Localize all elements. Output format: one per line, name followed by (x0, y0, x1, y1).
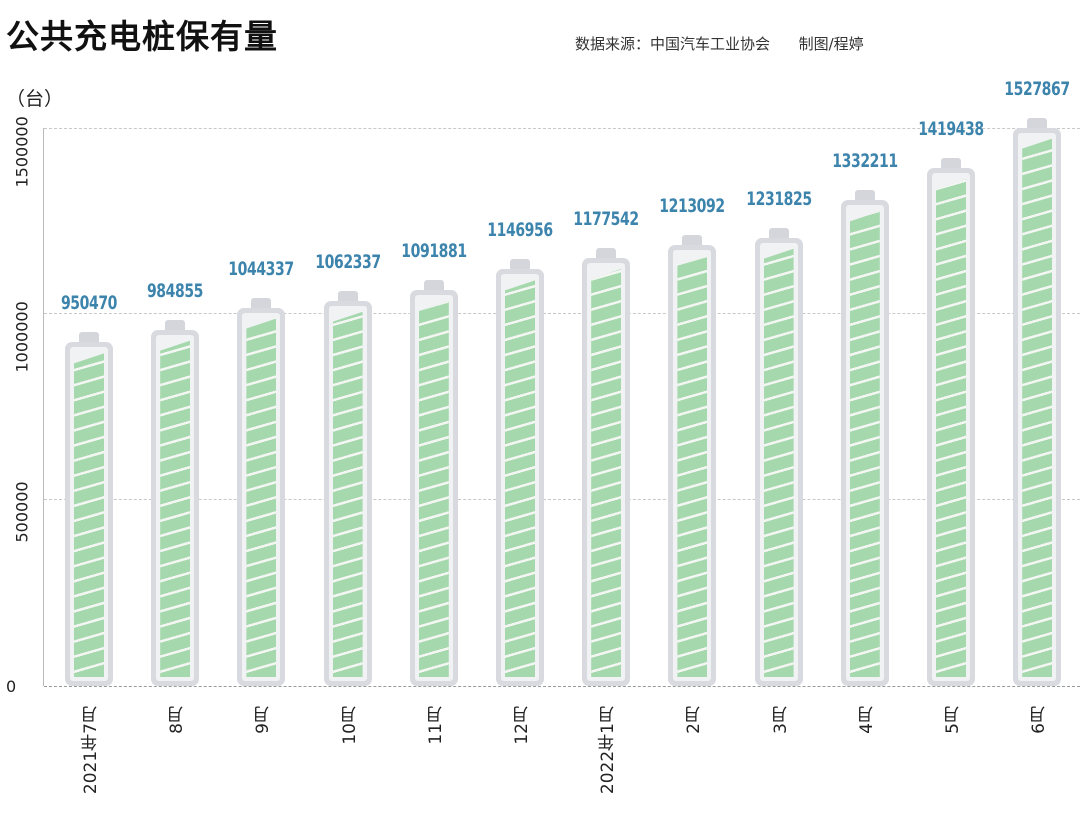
value-label: 1527867 (1004, 77, 1070, 100)
battery-body (1013, 127, 1062, 686)
x-axis-label: 10月 (339, 706, 360, 745)
x-axis-label: 3月 (770, 706, 791, 734)
battery-inner (845, 205, 884, 681)
x-axis-label: 11月 (425, 706, 446, 745)
value-label: 950470 (60, 292, 118, 315)
y-tick-500000: 500000 (12, 481, 32, 543)
value-label: 1091881 (401, 239, 467, 262)
y-axis-line (43, 128, 44, 686)
value-label: 1332211 (832, 150, 898, 173)
battery-charge-fill (332, 311, 363, 677)
battery-charge-fill (849, 211, 880, 677)
battery-charge-fill (1022, 138, 1053, 677)
battery-charge-fill (160, 340, 191, 677)
battery-bar (237, 297, 286, 686)
battery-body (496, 269, 544, 686)
battery-bar (151, 319, 200, 686)
x-axis-label: 8月 (167, 706, 188, 734)
battery-cap (1027, 117, 1048, 130)
x-axis-label: 6月 (1029, 706, 1050, 734)
battery-charge-fill (763, 248, 794, 677)
battery-charge-fill (677, 255, 708, 677)
x-axis-label: 5月 (943, 706, 963, 734)
battery-body (668, 244, 717, 686)
data-source-credit: 数据来源：中国汽车工业协会 制图/程婷 (575, 35, 864, 53)
battery-bar (1013, 117, 1062, 686)
value-label: 1062337 (314, 250, 381, 273)
battery-cap (79, 332, 99, 345)
battery-inner (501, 274, 539, 681)
battery-body (927, 167, 975, 686)
x-axis-baseline (44, 686, 1080, 687)
gridline-1000000 (44, 313, 1080, 314)
battery-inner (70, 347, 108, 681)
battery-charge-fill (505, 280, 535, 677)
battery-body (65, 342, 113, 686)
x-axis-label: 4月 (856, 706, 877, 734)
battery-cap (941, 157, 961, 170)
battery-body (409, 289, 458, 686)
battery-inner (156, 334, 195, 681)
x-axis-label: 12月 (512, 706, 532, 745)
x-axis-label: 2021年7月 (81, 706, 101, 795)
battery-inner (414, 294, 453, 681)
battery-cap (682, 234, 703, 247)
x-axis-label: 9月 (253, 706, 274, 734)
battery-charge-fill (936, 178, 966, 677)
battery-body (840, 200, 889, 686)
battery-inner (932, 172, 970, 681)
value-label: 1419438 (918, 117, 984, 140)
y-tick-1000000: 1000000 (12, 301, 32, 373)
battery-body (151, 329, 200, 686)
x-axis-label: 2月 (684, 706, 705, 734)
battery-bar (754, 227, 803, 686)
battery-inner (587, 262, 626, 681)
battery-body (582, 257, 631, 686)
battery-body (237, 307, 286, 686)
battery-cap (768, 227, 789, 240)
battery-bar (65, 332, 113, 686)
y-tick-0: 0 (6, 677, 17, 696)
value-label: 1146956 (487, 219, 553, 242)
battery-cap (423, 279, 444, 292)
battery-cap (165, 319, 186, 332)
battery-bar (582, 247, 631, 686)
battery-cap (854, 190, 875, 203)
battery-inner (759, 242, 798, 681)
gridline-500000 (44, 499, 1080, 500)
battery-body (754, 237, 803, 686)
y-axis-unit-label: （台） (6, 88, 64, 110)
battery-bar (496, 259, 544, 686)
battery-cap (337, 290, 358, 303)
battery-cap (596, 247, 617, 260)
battery-inner (328, 305, 367, 681)
battery-bar (927, 157, 975, 686)
battery-cap (510, 259, 530, 272)
chart-title: 公共充电桩保有量 (6, 17, 278, 56)
y-tick-1500000: 1500000 (12, 116, 32, 188)
x-axis-label: 2022年1月 (598, 706, 619, 795)
battery-bar (668, 234, 717, 686)
value-label: 1177542 (573, 207, 639, 230)
battery-charge-fill (591, 268, 622, 677)
battery-inner (1018, 132, 1057, 681)
battery-body (323, 300, 372, 686)
value-label: 1044337 (228, 257, 295, 280)
battery-bar (323, 290, 372, 686)
value-label: 1231825 (745, 187, 812, 210)
gridline-1500000 (44, 128, 1080, 129)
battery-bar (409, 279, 458, 686)
battery-inner (673, 249, 712, 681)
battery-charge-fill (246, 318, 277, 677)
battery-inner (242, 312, 281, 681)
battery-charge-fill (74, 353, 104, 677)
battery-cap (251, 297, 272, 310)
value-label: 984855 (147, 279, 204, 302)
battery-charge-fill (418, 300, 449, 677)
battery-bar (840, 190, 889, 686)
value-label: 1213092 (659, 194, 726, 217)
